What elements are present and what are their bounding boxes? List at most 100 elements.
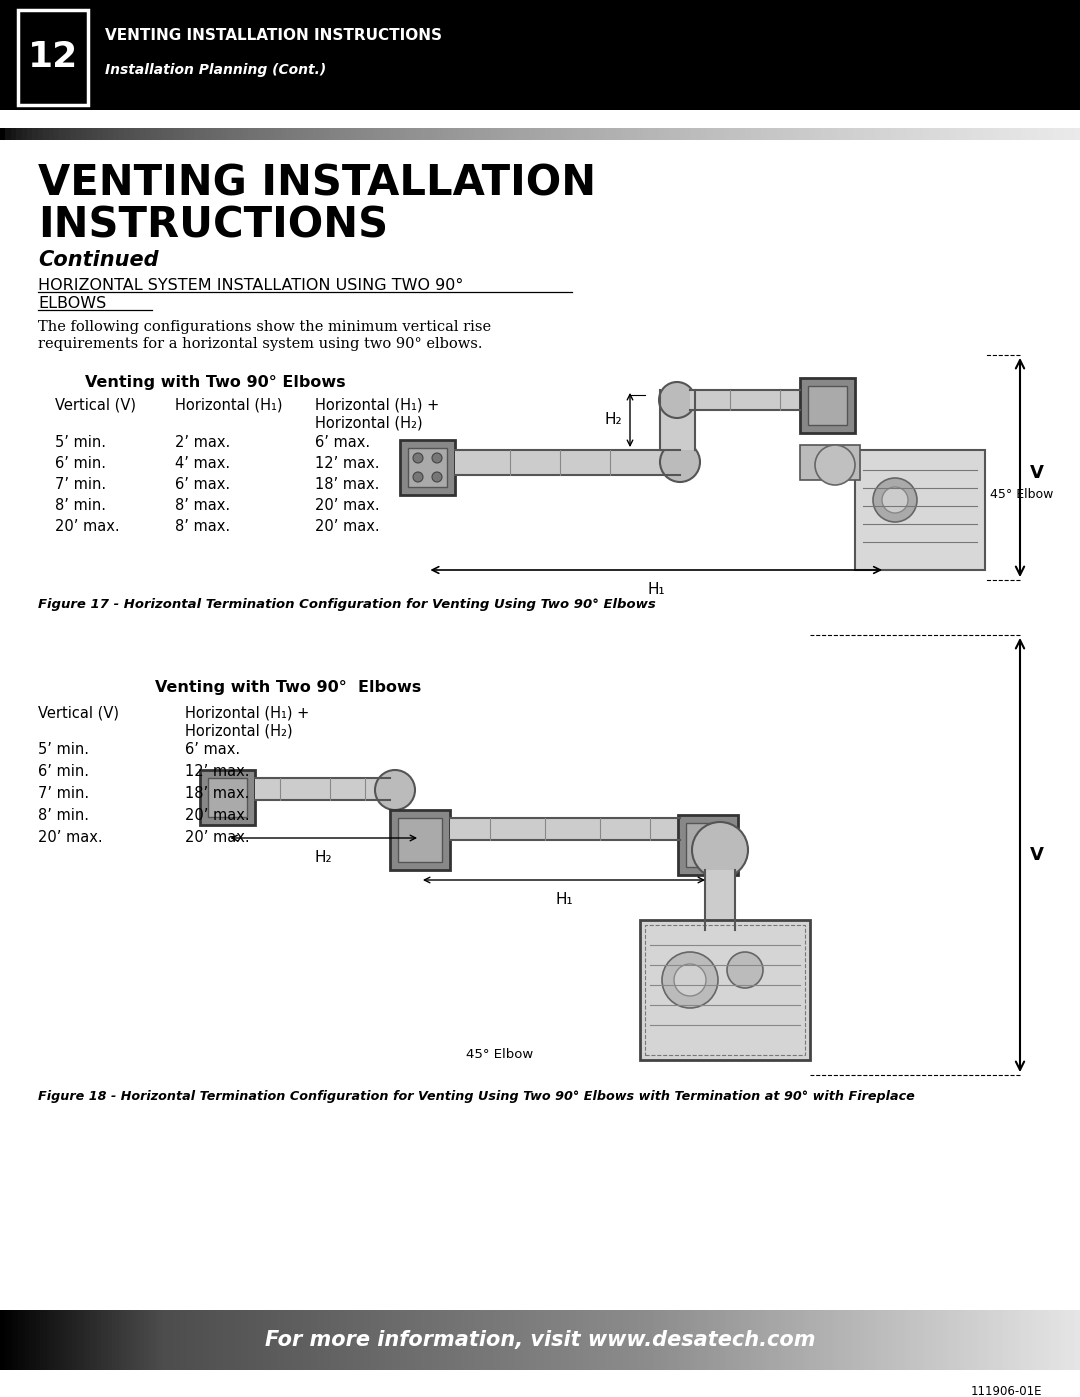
Bar <box>1026 129 1031 140</box>
Bar <box>254 129 259 140</box>
Bar <box>378 1310 381 1370</box>
Text: requirements for a horizontal system using two 90° elbows.: requirements for a horizontal system usi… <box>38 337 483 351</box>
Bar <box>243 129 248 140</box>
Bar <box>97 129 103 140</box>
Bar <box>329 129 335 140</box>
Bar <box>867 1310 872 1370</box>
Bar <box>799 1310 802 1370</box>
Bar <box>255 778 390 800</box>
Bar <box>734 129 740 140</box>
Circle shape <box>413 472 423 482</box>
Bar <box>356 1310 360 1370</box>
Text: 20’ max.: 20’ max. <box>55 520 120 534</box>
Bar <box>16 129 22 140</box>
Bar <box>781 1310 785 1370</box>
Bar <box>1048 1310 1051 1370</box>
Text: 45° Elbow: 45° Elbow <box>467 1049 534 1062</box>
Bar <box>275 129 281 140</box>
Bar <box>252 1310 256 1370</box>
Bar <box>408 448 447 488</box>
Bar <box>486 129 491 140</box>
Bar <box>964 1310 969 1370</box>
Bar <box>43 129 49 140</box>
Bar <box>893 1310 896 1370</box>
Text: 18’ max.: 18’ max. <box>315 476 379 492</box>
Bar <box>286 129 292 140</box>
Bar <box>842 129 848 140</box>
Bar <box>543 1310 548 1370</box>
Bar <box>383 129 389 140</box>
Text: H₁: H₁ <box>647 583 665 597</box>
Text: Figure 17 - Horizontal Termination Configuration for Venting Using Two 90° Elbow: Figure 17 - Horizontal Termination Confi… <box>38 598 656 610</box>
Bar <box>839 1310 842 1370</box>
Text: Venting with Two 90° Elbows: Venting with Two 90° Elbows <box>84 374 346 390</box>
Circle shape <box>815 446 855 485</box>
Bar <box>915 1310 918 1370</box>
Bar <box>140 129 146 140</box>
Bar <box>878 1310 882 1370</box>
Bar <box>745 129 751 140</box>
Bar <box>745 1310 748 1370</box>
Bar <box>605 1310 608 1370</box>
Bar <box>678 814 738 875</box>
Bar <box>353 1310 356 1370</box>
Bar <box>378 129 383 140</box>
Bar <box>594 1310 597 1370</box>
Bar <box>3 1310 8 1370</box>
Bar <box>208 778 247 817</box>
Text: INSTRUCTIONS: INSTRUCTIONS <box>38 205 388 247</box>
Bar <box>651 1310 656 1370</box>
Bar <box>448 129 454 140</box>
Text: Vertical (V): Vertical (V) <box>38 705 119 721</box>
Bar <box>70 129 76 140</box>
Bar <box>76 129 81 140</box>
Bar <box>731 1310 734 1370</box>
Bar <box>961 1310 964 1370</box>
Bar <box>788 1310 792 1370</box>
Bar <box>86 129 92 140</box>
Bar <box>940 1310 943 1370</box>
Bar <box>680 1310 684 1370</box>
Bar <box>677 1310 680 1370</box>
Bar <box>656 1310 659 1370</box>
Bar <box>824 1310 828 1370</box>
Bar <box>855 450 985 570</box>
Bar <box>483 1310 486 1370</box>
Bar <box>999 129 1004 140</box>
Bar <box>710 1310 713 1370</box>
Bar <box>558 1310 562 1370</box>
Bar <box>727 1310 731 1370</box>
Bar <box>259 129 265 140</box>
Bar <box>1040 1310 1044 1370</box>
Bar <box>602 1310 605 1370</box>
Bar <box>616 1310 619 1370</box>
Circle shape <box>432 472 442 482</box>
Bar <box>230 1310 234 1370</box>
Bar <box>610 129 616 140</box>
Bar <box>497 129 502 140</box>
Bar <box>224 1310 227 1370</box>
Bar <box>1075 129 1080 140</box>
Bar <box>308 129 313 140</box>
Bar <box>958 1310 961 1370</box>
Bar <box>335 129 340 140</box>
Bar <box>22 129 27 140</box>
Bar <box>178 129 184 140</box>
Bar <box>880 129 886 140</box>
Bar <box>464 129 470 140</box>
Bar <box>713 1310 716 1370</box>
Bar <box>591 1310 594 1370</box>
Bar <box>1066 1310 1069 1370</box>
Bar <box>1004 1310 1008 1370</box>
Bar <box>626 1310 630 1370</box>
Bar <box>886 129 891 140</box>
Bar <box>742 1310 745 1370</box>
Bar <box>684 1310 688 1370</box>
Text: 6’ max.: 6’ max. <box>185 742 240 757</box>
Bar <box>1034 1310 1037 1370</box>
Bar <box>907 1310 910 1370</box>
Bar <box>292 129 297 140</box>
Bar <box>697 129 702 140</box>
Bar <box>234 1310 238 1370</box>
Bar <box>580 1310 583 1370</box>
